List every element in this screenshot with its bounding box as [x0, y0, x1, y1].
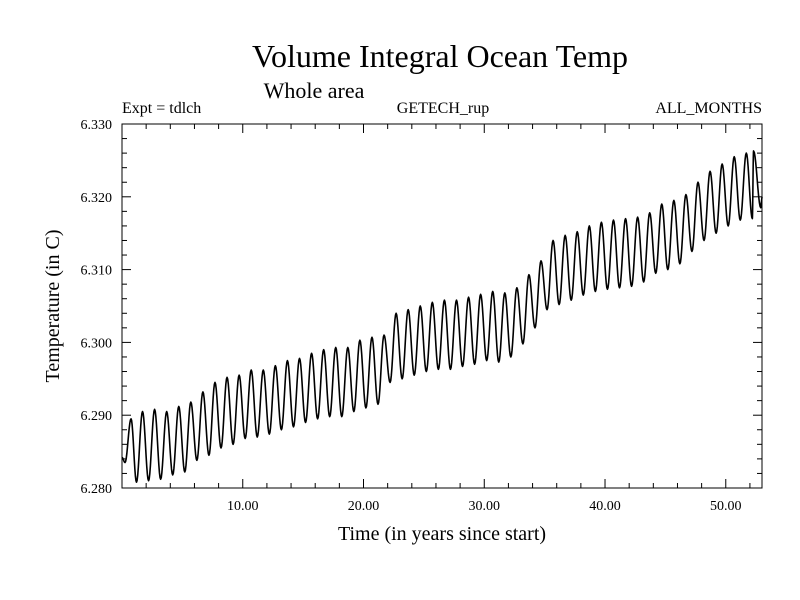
plot-frame	[121, 123, 763, 489]
annotation-months: ALL_MONTHS	[655, 100, 762, 117]
x-tick-label: 20.00	[348, 499, 380, 514]
x-tick-label: 10.00	[227, 499, 259, 514]
y-tick-label: 6.320	[81, 191, 113, 206]
x-tick-label: 50.00	[710, 499, 742, 514]
x-tick-label: 40.00	[589, 499, 621, 514]
x-tick-labels: 10.00 20.00 30.00 40.00 50.00	[227, 499, 742, 514]
annotation-dataset: GETECH_rup	[397, 100, 489, 117]
axis-ticks	[122, 124, 762, 488]
y-axis-label: Temperature (in C)	[42, 230, 64, 383]
y-tick-label: 6.310	[81, 264, 113, 279]
chart-title: Volume Integral Ocean Temp	[252, 38, 628, 74]
y-tick-label: 6.290	[81, 409, 113, 424]
y-tick-label: 6.280	[81, 482, 113, 497]
chart-subtitle: Whole area	[264, 78, 365, 103]
y-tick-label: 6.300	[81, 336, 113, 351]
series-line-temperature	[121, 150, 763, 483]
y-tick-labels: 6.280 6.290 6.300 6.310 6.320 6.330	[81, 118, 113, 497]
x-tick-label: 30.00	[469, 499, 501, 514]
annotation-experiment: Expt = tdlch	[122, 100, 201, 117]
y-tick-label: 6.330	[81, 118, 113, 133]
x-axis-label: Time (in years since start)	[338, 523, 546, 545]
